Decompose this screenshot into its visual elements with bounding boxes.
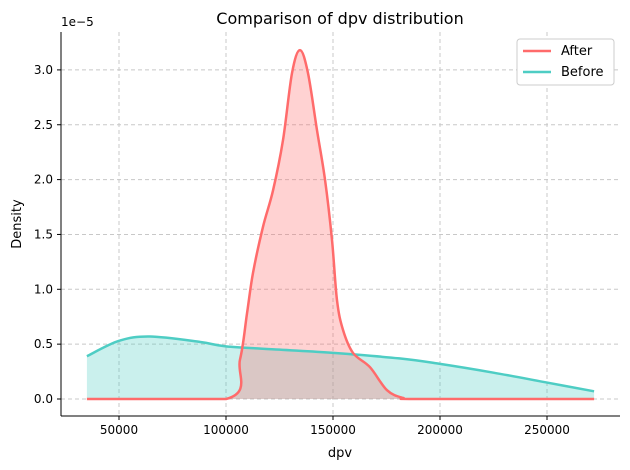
x-tick-label: 50000 [100, 423, 138, 437]
line-before [86, 335, 595, 393]
legend-label-before: Before [561, 65, 604, 80]
legend: After Before [516, 38, 615, 86]
area-before [86, 336, 595, 399]
y-tick-label: 2.5 [34, 118, 53, 132]
x-tick-label: 250000 [524, 423, 570, 437]
y-tick-label: 2.0 [34, 173, 53, 187]
y-tick-label: 1.0 [34, 282, 53, 296]
x-tick-label: 100000 [203, 423, 249, 437]
y-tick-label: 3.0 [34, 63, 53, 77]
y-tick-label: 0.0 [34, 392, 53, 406]
y-tick-label: 1.5 [34, 227, 53, 241]
y-offset-label: 1e−5 [61, 15, 94, 29]
area-after [86, 50, 595, 400]
y-tick-label: 0.5 [34, 337, 53, 351]
y-axis-label: Density [10, 199, 25, 249]
line-after [86, 48, 595, 401]
legend-label-after: After [561, 44, 593, 59]
x-tick-label: 150000 [310, 423, 356, 437]
chart-title: Comparison of dpv distribution [216, 9, 463, 28]
x-tick-label: 200000 [417, 423, 463, 437]
x-axis-label: dpv [328, 446, 353, 461]
